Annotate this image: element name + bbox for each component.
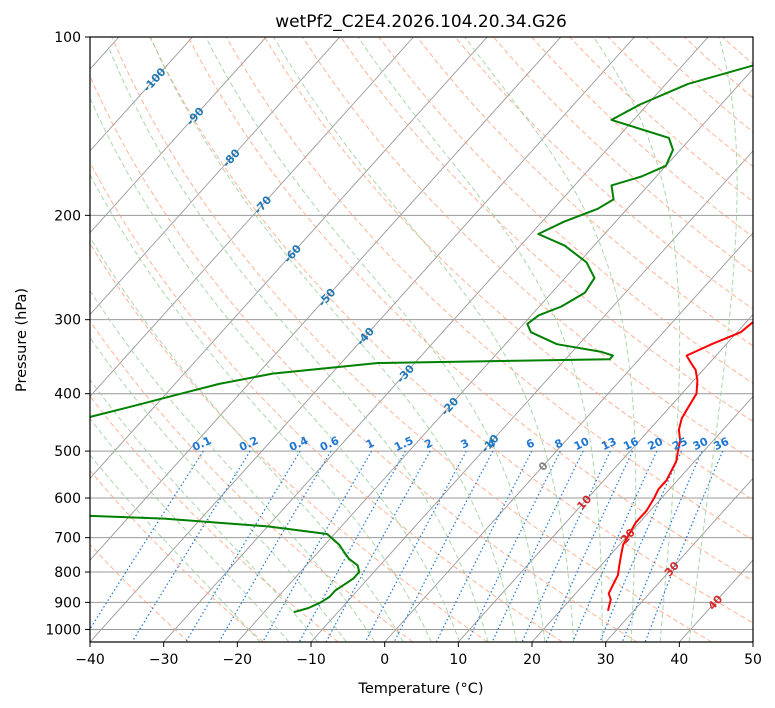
isotherm-line (90, 37, 341, 316)
mixing-ratio-line (262, 450, 373, 642)
moist-adiabat-line (90, 378, 319, 642)
mixing-ratio-line (521, 450, 611, 642)
isotherm-line (531, 395, 753, 642)
x-tick-label: −20 (223, 652, 253, 668)
background-lines (90, 37, 753, 642)
y-tick-label: 600 (54, 491, 81, 507)
mixing-ratio-line (393, 450, 494, 642)
dry-adiabat-line (225, 37, 753, 541)
mixing-ratio-label: 16 (621, 435, 641, 453)
mixing-ratio-label: 25 (670, 435, 689, 453)
dry-adiabat-line (416, 37, 753, 347)
moist-adiabat-line (593, 37, 681, 642)
mixing-ratio-line (545, 450, 634, 642)
y-tick-label: 100 (54, 30, 81, 46)
moist-adiabat-line (357, 37, 603, 642)
x-tick-label: 20 (523, 652, 541, 668)
moist-adiabat-line (90, 454, 261, 642)
dry-adiabat-line (454, 37, 753, 310)
y-tick-label: 400 (54, 387, 81, 403)
isotherm-line (90, 37, 562, 561)
mixing-ratio-line (131, 450, 251, 642)
dry-adiabat-line (90, 242, 488, 642)
x-tick-label: −10 (296, 652, 326, 668)
moist-adiabat-line (90, 173, 432, 642)
x-tick-label: −30 (149, 652, 179, 668)
mixing-ratio-line (644, 450, 724, 642)
y-tick-label: 800 (54, 565, 81, 581)
moist-adiabat-line (90, 289, 376, 642)
dry-adiabat-line (90, 469, 264, 642)
dry-adiabat-line (111, 37, 712, 642)
isotherm-line (163, 37, 709, 642)
axes: −40 −30 −20 −10 0 10 20 30 40 50 1000 900 800 700 600 5… (45, 30, 762, 668)
plot-background (90, 37, 753, 642)
mixing-ratio-label: 36 (712, 435, 732, 453)
y-axis-label: Pressure (hPa) (14, 288, 30, 392)
isotherm-line (90, 37, 267, 234)
dry-adiabat-line (90, 161, 563, 642)
mixing-ratio-label: 13 (599, 435, 618, 453)
moist-adiabat-line (109, 49, 489, 642)
series-layer (90, 64, 753, 614)
x-tick-label: 50 (744, 652, 762, 668)
moist-adiabat-line (688, 37, 738, 642)
plot-frame (89, 36, 754, 643)
moist-adiabat-line (149, 37, 517, 642)
temperature-line (607, 320, 753, 612)
dry-adiabat-line (149, 37, 753, 624)
moist-adiabat-line (90, 417, 290, 642)
mixing-ratio-label: 20 (646, 435, 666, 453)
dry-adiabat-line (90, 395, 339, 642)
y-tick-label: 500 (54, 444, 81, 460)
mixing-ratio-line (298, 450, 406, 642)
isotherm-line (90, 37, 193, 152)
isotherm-line (384, 232, 753, 642)
isotherm-line (90, 37, 488, 479)
moist-adiabat-line (464, 37, 637, 642)
x-axis-label: Temperature (°C) (357, 681, 483, 697)
y-tick-label: 300 (54, 313, 81, 329)
moist-adiabat-line (90, 96, 461, 642)
mixing-ratio-line (364, 450, 467, 642)
moist-adiabat-line (90, 236, 404, 642)
isotherm-line (605, 477, 753, 642)
dry-adiabat-line (187, 37, 753, 582)
isotherm-line (236, 68, 753, 642)
dry-adiabat-line (264, 37, 753, 501)
y-tick-label: 1000 (45, 622, 81, 638)
x-tick-label: 0 (380, 652, 389, 668)
dry-adiabat-line (340, 37, 753, 423)
isotherm-line (90, 37, 635, 642)
mixing-ratio-line (621, 450, 703, 642)
mixing-ratio-label: 30 (691, 435, 711, 453)
mixing-ratio-line (491, 450, 584, 642)
isotherm-line (457, 313, 753, 642)
moist-adiabat-line (273, 37, 575, 642)
y-tick-label: 200 (54, 208, 81, 224)
isotherm-line (752, 641, 753, 642)
dry-adiabat-line (90, 320, 414, 642)
x-tick-label: −40 (75, 652, 105, 668)
y-tick-label: 700 (54, 531, 81, 547)
dewpoint-line (90, 64, 753, 614)
x-tick-label: 30 (597, 652, 615, 668)
moist-adiabat-line (205, 37, 546, 642)
mixing-ratio-line (435, 450, 533, 642)
x-tick-label: 40 (670, 652, 688, 668)
mixing-ratio-line (466, 450, 561, 642)
chart-title: wetPf2_C2E4.2026.104.20.34.G26 (275, 12, 567, 32)
mixing-ratio-line (325, 450, 431, 642)
y-tick-label: 900 (54, 595, 81, 611)
x-tick-label: 10 (449, 652, 467, 668)
mixing-ratio-label: 10 (572, 435, 592, 453)
isotherm-line (90, 37, 414, 398)
